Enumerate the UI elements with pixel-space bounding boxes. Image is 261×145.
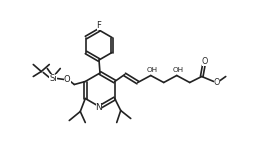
Text: OH: OH (172, 68, 183, 74)
Text: O: O (201, 57, 208, 66)
Text: N: N (96, 104, 102, 113)
Text: O: O (213, 78, 220, 87)
Text: O: O (64, 75, 70, 84)
Text: Si: Si (50, 74, 57, 83)
Text: OH: OH (146, 68, 157, 74)
Text: F: F (97, 20, 102, 29)
